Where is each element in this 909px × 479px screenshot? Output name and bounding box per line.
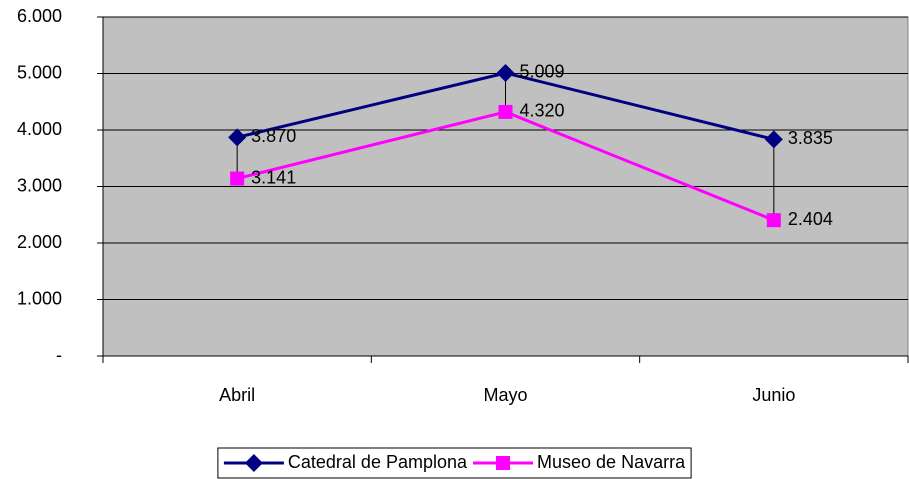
marker [498,104,513,119]
marker [228,128,247,147]
marker [496,456,511,470]
legend-label: Catedral de Pamplona [288,452,468,472]
y-tick-label: 4.000 [17,119,62,139]
y-tick-label: 1.000 [17,288,62,308]
data-label: 5.009 [520,62,565,82]
y-tick-label: 3.000 [17,175,62,195]
y-tick-label: - [56,345,62,365]
legend-box [217,447,692,479]
marker [496,63,515,82]
x-tick-label: Junio [752,385,795,405]
marker [244,454,263,472]
marker [766,213,781,228]
data-label: 3.835 [788,128,833,148]
marker [230,171,245,186]
marker [764,130,783,149]
y-tick-label: 5.000 [17,62,62,82]
data-label: 3.870 [251,126,296,146]
x-tick-label: Abril [219,385,255,405]
data-label: 4.320 [520,101,565,121]
legend-label: Museo de Navarra [537,452,686,472]
x-tick-label: Mayo [483,385,527,405]
y-tick-label: 6.000 [17,6,62,26]
data-label: 3.141 [251,167,296,187]
y-tick-label: 2.000 [17,232,62,252]
data-label: 2.404 [788,209,833,229]
legend: Catedral de Pamplona Museo de Navarra [217,447,692,479]
